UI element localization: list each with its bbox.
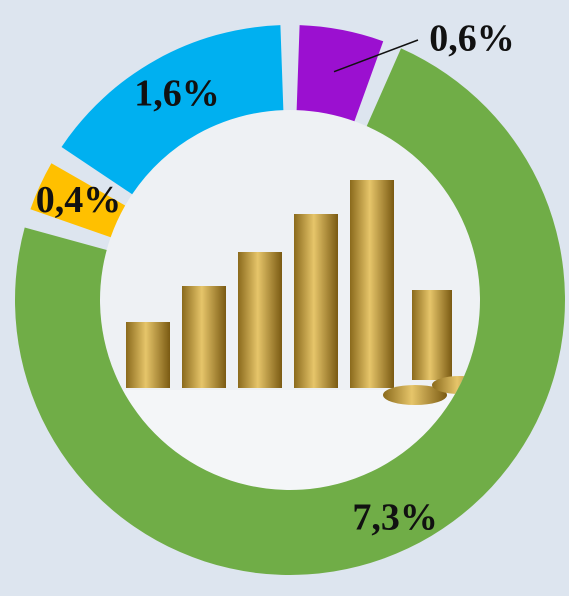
data-label: 0,4%	[36, 179, 122, 221]
data-label: 7,3%	[352, 496, 438, 538]
data-label: 1,6%	[134, 73, 220, 115]
data-label: 0,6%	[429, 18, 515, 60]
page: 0,6%7,3%0,4%1,6% (() => { const data = J…	[0, 0, 569, 596]
chart: 0,6% 7,3% 0,4% 1,6%	[0, 0, 569, 596]
